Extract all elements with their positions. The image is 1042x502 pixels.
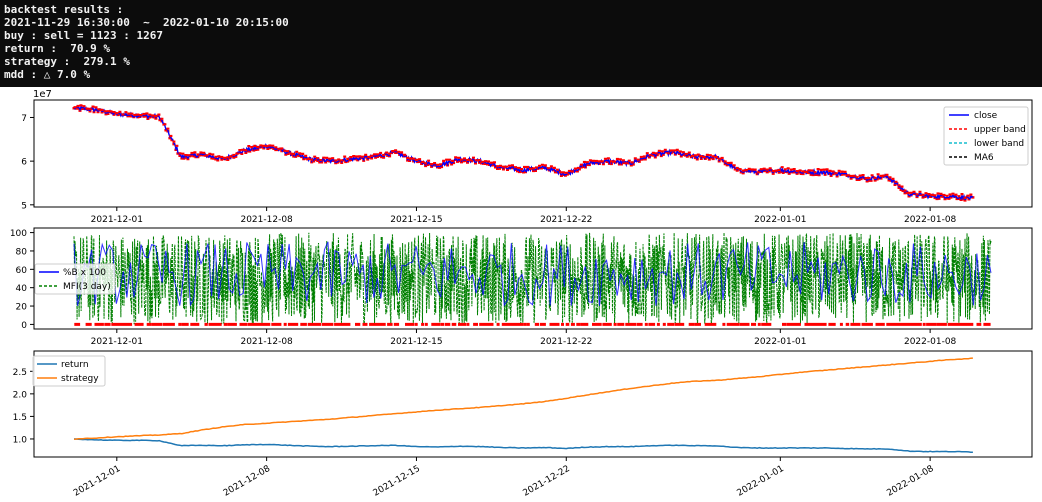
- indicator-panel: 0 20 40 60 80 100 2021-12-01 2021-12-08 2021-12…: [10, 227, 1033, 347]
- x-tick-label: 2021-12-01: [91, 215, 143, 225]
- x-tick-label: 2022-01-01: [754, 215, 806, 225]
- indicator-legend: %B x 100 MFI(3 day): [34, 263, 116, 295]
- y-tick-label: 40: [16, 284, 28, 294]
- upper-band-markers: [73, 104, 973, 199]
- y-tick-label: 7: [21, 114, 27, 124]
- price-scale-label: 1e7: [33, 89, 52, 100]
- x-tick-label: 2021-12-22: [540, 337, 592, 347]
- console-line-return: return : 70.9 %: [4, 42, 110, 55]
- backtest-figure: 1e7 5 6 7 2021-12-01 2021-12-08 2021-12-15 20…: [0, 87, 1042, 502]
- console-line-strategy: strategy : 279.1 %: [4, 55, 130, 68]
- console-line-trades: buy : sell = 1123 : 1267: [4, 29, 163, 42]
- legend-return: return: [61, 360, 89, 370]
- legend-ma6: MA6: [974, 153, 994, 163]
- legend-mfi: MFI(3 day): [63, 282, 111, 292]
- y-tick-label: 2.5: [13, 368, 27, 378]
- y-tick-label: 2.0: [13, 390, 28, 400]
- console-output: backtest results : 2021-11-29 16:30:00 ~…: [0, 0, 1042, 87]
- y-tick-label: 20: [16, 303, 28, 313]
- y-tick-label: 1.5: [13, 413, 27, 423]
- y-tick-label: 1.0: [13, 435, 28, 445]
- strategy-line: [73, 357, 973, 440]
- x-tick-label: 2022-01-08: [904, 215, 957, 225]
- returns-legend: return strategy: [32, 355, 106, 387]
- x-tick-label: 2022-01-01: [754, 337, 806, 347]
- legend-strategy: strategy: [61, 374, 99, 384]
- pctb-line: [73, 241, 992, 307]
- x-tick-label: 2021-12-08: [240, 337, 293, 347]
- x-tick-label: 2022-01-08: [904, 337, 957, 347]
- legend-lower-band: lower band: [974, 139, 1024, 149]
- console-line-title: backtest results :: [4, 3, 124, 16]
- price-panel: 1e7 5 6 7 2021-12-01 2021-12-08 2021-12-15 20…: [21, 89, 1033, 225]
- legend-pctb: %B x 100: [63, 268, 106, 278]
- y-tick-label: 6: [21, 158, 27, 168]
- x-tick-label: 2021-12-15: [390, 337, 442, 347]
- y-tick-label: 80: [16, 247, 28, 257]
- x-tick-label: 2021-12-15: [390, 215, 442, 225]
- x-tick-label: 2021-12-01: [91, 337, 143, 347]
- mfi-line: [73, 232, 992, 325]
- y-tick-label: 100: [10, 229, 27, 239]
- console-line-mdd: mdd : △ 7.0 %: [4, 68, 91, 81]
- legend-close: close: [974, 111, 998, 121]
- y-tick-label: 0: [21, 321, 27, 331]
- console-line-period: 2021-11-29 16:30:00 ~ 2022-01-10 20:15:0…: [4, 16, 289, 29]
- legend-upper-band: upper band: [974, 125, 1026, 135]
- y-tick-label: 5: [21, 201, 27, 211]
- y-tick-label: 60: [16, 266, 28, 276]
- x-tick-label: 2021-12-22: [540, 215, 592, 225]
- price-legend: close upper band lower band MA6: [943, 106, 1029, 166]
- return-line: [73, 438, 973, 453]
- x-tick-label: 2021-12-08: [240, 215, 293, 225]
